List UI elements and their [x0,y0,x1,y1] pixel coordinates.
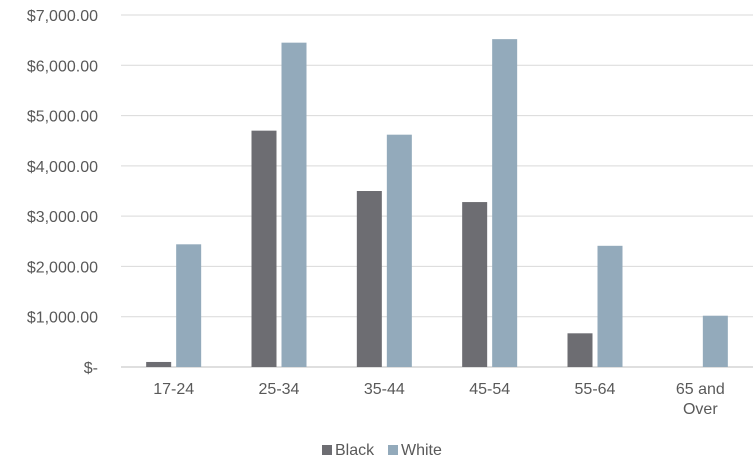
y-tick-label: $3,000.00 [27,209,98,226]
legend-swatch-white [388,445,398,455]
y-tick-label: $- [84,360,98,377]
x-tick-label: 45-54 [469,381,510,398]
bar-white [492,39,518,367]
bar-white [386,134,412,367]
legend-label-white: White [401,442,442,459]
y-tick-label: $5,000.00 [27,109,98,126]
bar-black [567,333,593,367]
x-tick-label: 17-24 [153,381,194,398]
x-tick-label: 65 and Over [676,381,725,418]
y-tick-label: $2,000.00 [27,259,98,276]
bar-white [702,315,728,367]
bar-black [356,191,382,367]
bar-black [146,361,172,367]
legend-label-black: Black [335,442,375,459]
bar-white [597,245,623,367]
x-tick-label: 55-64 [575,381,616,398]
bar-black [462,202,488,367]
bar-black [251,130,277,367]
y-tick-label: $4,000.00 [27,159,98,176]
bar-white [176,244,202,367]
y-tick-label: $1,000.00 [27,310,98,327]
legend-swatch-black [322,445,332,455]
x-tick-label: 25-34 [259,381,300,398]
x-tick-label: 35-44 [364,381,405,398]
bar-white [281,42,307,368]
y-tick-label: $6,000.00 [27,58,98,75]
y-tick-label: $7,000.00 [27,8,98,25]
